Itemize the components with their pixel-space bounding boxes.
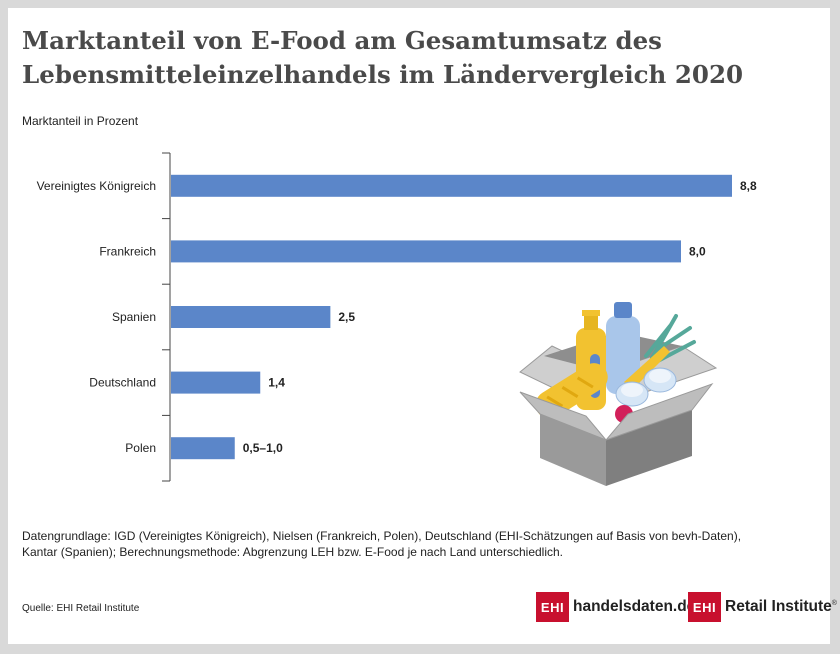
value-label: 8,0 xyxy=(689,244,706,258)
chart-title: Marktanteil von E-Food am Gesamtumsatz d… xyxy=(22,24,802,92)
value-label: 8,8 xyxy=(740,179,757,193)
value-label: 2,5 xyxy=(338,310,355,324)
handelsdaten-logo: EHI handelsdaten.de xyxy=(536,592,695,622)
category-label: Spanien xyxy=(112,310,156,324)
registered-mark: ® xyxy=(831,599,837,607)
value-label: 0,5–1,0 xyxy=(243,441,283,455)
notes-line-1: Datengrundlage: IGD (Vereinigtes Königre… xyxy=(22,529,742,543)
axis-label: Marktanteil in Prozent xyxy=(22,114,139,128)
ehi-logo-box: EHI xyxy=(536,592,569,622)
grocery-box-illustration xyxy=(519,302,718,486)
category-label: Deutschland xyxy=(89,376,156,390)
bar xyxy=(171,306,331,328)
category-label: Frankreich xyxy=(99,244,156,258)
chart-frame xyxy=(8,8,830,644)
ehi-logo-box-2: EHI xyxy=(688,592,721,622)
source-note: Quelle: EHI Retail Institute xyxy=(22,603,140,614)
handelsdaten-logo-text: handelsdaten.de xyxy=(573,598,696,615)
bar xyxy=(171,174,732,197)
notes-line-2: Kantar (Spanien); Berechnungsmethode: Ab… xyxy=(22,545,564,559)
bar xyxy=(171,240,681,263)
bar xyxy=(171,437,235,460)
title-line-1: Marktanteil von E-Food am Gesamtumsatz d… xyxy=(22,26,662,55)
retail-institute-text: Retail Institute xyxy=(725,598,832,615)
title-line-2: Lebensmitteleinzelhandels im Ländervergl… xyxy=(22,60,744,89)
value-label: 1,4 xyxy=(268,376,285,390)
data-notes: Datengrundlage: IGD (Vereinigtes Königre… xyxy=(22,528,812,560)
category-label: Vereinigtes Königreich xyxy=(37,179,156,193)
bar xyxy=(171,371,261,394)
ehi-retail-institute-logo: EHI Retail Institute® xyxy=(688,592,837,622)
retail-institute-logo-text: Retail Institute® xyxy=(725,598,837,616)
category-label: Polen xyxy=(125,441,156,455)
